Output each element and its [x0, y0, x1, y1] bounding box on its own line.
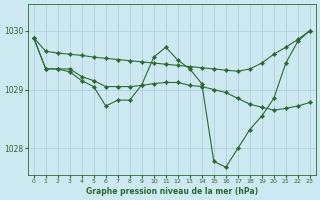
X-axis label: Graphe pression niveau de la mer (hPa): Graphe pression niveau de la mer (hPa)	[86, 187, 258, 196]
